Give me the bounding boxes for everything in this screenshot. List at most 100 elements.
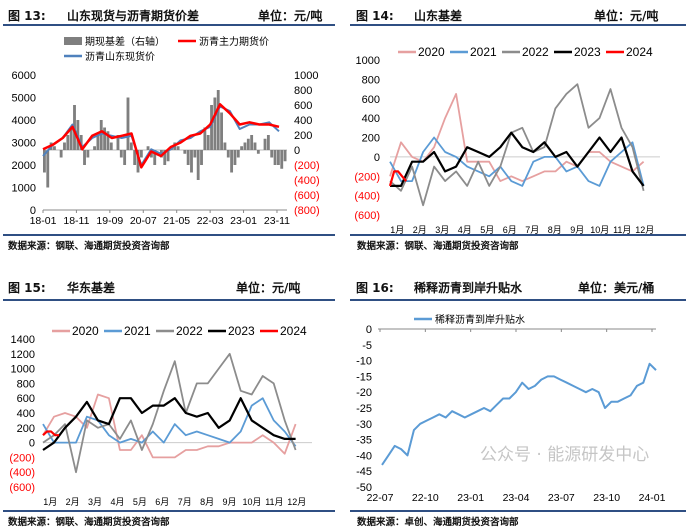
fig15-source: 数据来源：钢联、海通期货投资咨询部 [8, 517, 170, 528]
x-tick-label: 24-01 [639, 492, 666, 504]
basis-bar [86, 150, 90, 158]
x-tick-label: 2月 [66, 497, 80, 507]
basis-bar [139, 150, 143, 158]
basis-bar [273, 150, 277, 165]
series-line-2021 [42, 397, 297, 447]
basis-bar [233, 150, 237, 165]
legend-label-2020: 2020 [72, 324, 99, 338]
y-axis-tick: 1000 [11, 364, 35, 376]
x-tick-label: 5月 [133, 497, 147, 507]
basis-bar [190, 150, 193, 173]
x-tick-label: 18-11 [63, 215, 89, 227]
basis-bar [166, 150, 170, 162]
fig16-source: 数据来源：卓创、海通期货投资咨询部 [357, 517, 519, 528]
basis-bar [116, 135, 120, 150]
x-tick-label: 23-04 [503, 492, 530, 504]
fig13-unit: 单位：元/吨 [258, 9, 323, 23]
x-tick-label: 1月 [390, 225, 404, 235]
fig15-bottom-rule [3, 510, 335, 512]
legend-label: 稀释沥青到岸升贴水 [435, 313, 525, 326]
basis-bar [280, 150, 284, 169]
y-axis-tick: 800 [362, 74, 380, 86]
basis-bar [146, 146, 150, 150]
series-line-沥青主力期货价 [42, 103, 280, 169]
y-axis-tick: -25 [356, 403, 372, 415]
basis-bar [129, 142, 133, 150]
x-tick-label: 4月 [458, 225, 472, 235]
y-axis-tick: 200 [362, 133, 380, 145]
legend-label-2021: 2021 [470, 45, 497, 59]
legend-label-2021: 2021 [124, 324, 151, 338]
x-tick-label: 18-01 [30, 215, 57, 227]
y-axis-tick: (600) [9, 482, 35, 494]
basis-bar [196, 150, 200, 180]
basis-bar [213, 97, 217, 150]
basis-bar [186, 150, 190, 165]
fig14-unit: 单位：元/吨 [594, 9, 659, 23]
x-tick-label: 7月 [178, 497, 192, 507]
fig14-bottom-rule [350, 234, 686, 236]
right-axis-tick: (400) [294, 175, 320, 187]
legend-label-2024: 2024 [280, 324, 307, 338]
y-axis-tick: 600 [17, 393, 35, 405]
fig13-bottom-rule [3, 234, 335, 236]
x-tick-label: 20-07 [130, 215, 157, 227]
right-axis-tick: 0 [294, 145, 300, 157]
x-tick-label: 22-07 [367, 492, 394, 504]
x-tick-label: 22-10 [412, 492, 439, 504]
x-tick-label: 11月 [265, 497, 283, 507]
series-line-2021 [389, 136, 645, 187]
x-tick-label: 3月 [88, 497, 102, 507]
x-tick-label: 23-11 [264, 215, 290, 227]
basis-bar [96, 135, 100, 150]
basis-bar [206, 135, 210, 150]
legend-label-2024: 2024 [626, 45, 653, 59]
basis-bar [69, 127, 73, 150]
right-axis-tick: 600 [294, 100, 312, 112]
y-axis-tick: -5 [362, 340, 372, 352]
series-line-2023 [42, 397, 296, 451]
y-axis-tick: 0 [29, 438, 35, 450]
basis-bar [43, 150, 46, 173]
legend-label-2022: 2022 [522, 45, 549, 59]
basis-bar [283, 150, 287, 162]
x-tick-label: 23-10 [593, 492, 620, 504]
basis-bar [59, 150, 63, 158]
left-axis-tick: 1000 [12, 183, 36, 195]
series-line-diluted-bitumen [381, 362, 657, 466]
y-axis-tick: (400) [9, 467, 35, 479]
x-tick-label: 11月 [613, 225, 631, 235]
fig13-source: 数据来源：钢联、海通期货投资咨询部 [8, 241, 170, 252]
x-tick-label: 8月 [548, 225, 562, 235]
basis-bar [183, 150, 187, 154]
basis-bar [46, 150, 50, 188]
x-tick-label: 8月 [200, 497, 214, 507]
fig13-number: 图 13: [8, 9, 46, 23]
legend-label-2020: 2020 [418, 45, 445, 59]
x-tick-label: 23-01 [457, 492, 484, 504]
y-axis-tick: -15 [356, 371, 372, 383]
fig13-top-rule [3, 24, 335, 26]
y-axis-tick: -35 [356, 435, 372, 447]
fig15-top-rule [3, 299, 335, 301]
x-tick-label: 19-09 [96, 215, 123, 227]
x-tick-label: 23-07 [548, 492, 575, 504]
right-axis-tick: (200) [294, 160, 320, 172]
basis-bar [109, 142, 113, 150]
basis-bar [149, 150, 153, 158]
fig13-title: 山东现货与沥青期货价差 [67, 9, 200, 23]
basis-bar [106, 131, 110, 150]
fig15-unit: 单位：元/吨 [236, 281, 301, 295]
basis-bar [193, 150, 197, 158]
y-axis-tick: -30 [356, 419, 372, 431]
basis-bar [243, 142, 247, 150]
basis-bar [216, 90, 220, 150]
basis-bar [133, 150, 137, 165]
y-axis-tick: 200 [17, 423, 35, 435]
basis-bar [176, 146, 180, 150]
basis-bar [123, 150, 127, 165]
x-tick-label: 6月 [155, 497, 169, 507]
y-axis-tick: 1000 [356, 55, 380, 67]
series-line-2024 [42, 430, 60, 437]
y-axis-tick: -45 [356, 466, 372, 478]
